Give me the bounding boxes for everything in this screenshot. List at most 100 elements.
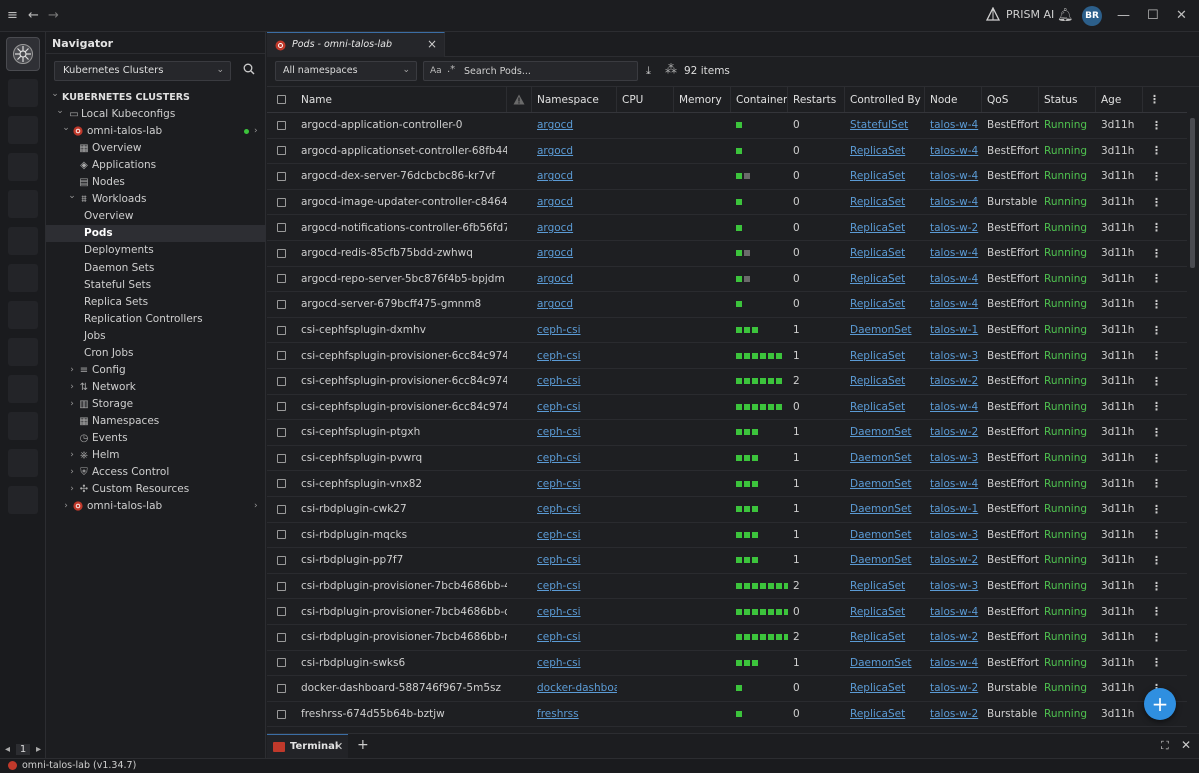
- tab-pods[interactable]: Pods - omni-talos-lab ×: [267, 32, 445, 57]
- row-checkbox[interactable]: [277, 574, 291, 599]
- row-menu-icon[interactable]: ⋮: [1151, 297, 1162, 311]
- pod-name[interactable]: docker-dashboard-588746f967-5m5sz: [301, 676, 507, 701]
- row-checkbox[interactable]: [277, 497, 291, 522]
- pod-name[interactable]: csi-rbdplugin-cwk27: [301, 497, 507, 522]
- pod-controlled-by[interactable]: DaemonSet: [850, 471, 925, 496]
- row-menu-icon[interactable]: ⋮: [1151, 477, 1162, 491]
- column-header-restarts[interactable]: Restarts: [793, 87, 845, 112]
- rail-slot[interactable]: [8, 375, 38, 403]
- table-row[interactable]: docker-dashboard-588746f967-5m5sz docker-…: [267, 676, 1187, 702]
- rail-slot[interactable]: [8, 301, 38, 329]
- pod-namespace[interactable]: argocd: [537, 113, 617, 138]
- table-row[interactable]: csi-cephfsplugin-vnx82 ceph-csi 1 DaemonSet…: [267, 471, 1187, 497]
- table-row[interactable]: csi-cephfsplugin-provisioner-6cc84c9744-…: [267, 395, 1187, 421]
- cluster-source-select[interactable]: Kubernetes Clusters ⌄: [54, 61, 231, 81]
- rail-slot[interactable]: [8, 79, 38, 107]
- menu-icon[interactable]: ≡: [7, 8, 18, 23]
- chevron-right-icon[interactable]: ›: [254, 501, 258, 512]
- controller-link[interactable]: ReplicaSet: [850, 298, 906, 311]
- pod-namespace[interactable]: ceph-csi: [537, 318, 617, 343]
- pod-node[interactable]: talos-w-3: [930, 343, 982, 368]
- table-row[interactable]: csi-cephfsplugin-dxmhv ceph-csi 1 DaemonSet…: [267, 318, 1187, 344]
- close-tab-icon[interactable]: ×: [427, 37, 438, 51]
- pod-name[interactable]: argocd-image-updater-controller-c8464449…: [301, 190, 507, 215]
- row-checkbox[interactable]: [277, 292, 291, 317]
- tab-terminal[interactable]: Terminal ✕: [267, 734, 348, 759]
- pod-name[interactable]: csi-rbdplugin-provisioner-7bcb4686bb-429…: [301, 574, 507, 599]
- table-row[interactable]: argocd-dex-server-76dcbcbc86-kr7vf argocd…: [267, 164, 1187, 190]
- row-menu-icon[interactable]: ⋮: [1151, 630, 1162, 644]
- row-menu-icon[interactable]: ⋮: [1151, 169, 1162, 183]
- pod-name[interactable]: csi-cephfsplugin-ptgxh: [301, 420, 507, 445]
- tree-item-namespaces[interactable]: ▦ Namespaces: [46, 413, 266, 430]
- row-menu-icon[interactable]: ⋮: [1151, 553, 1162, 567]
- pod-controlled-by[interactable]: ReplicaSet: [850, 215, 925, 240]
- controller-link[interactable]: DaemonSet: [850, 426, 912, 439]
- tree-item-nodes[interactable]: ▤ Nodes: [46, 174, 266, 191]
- notification-bell-icon[interactable]: 🔔︎: [1057, 8, 1074, 23]
- row-checkbox[interactable]: [277, 651, 291, 676]
- row-menu-icon[interactable]: ⋮: [1151, 195, 1162, 209]
- row-menu-icon[interactable]: ⋮: [1151, 118, 1162, 132]
- table-row[interactable]: csi-rbdplugin-mqcks ceph-csi 1 DaemonSet tal…: [267, 523, 1187, 549]
- pod-namespace[interactable]: ceph-csi: [537, 651, 617, 676]
- pod-node[interactable]: talos-w-4: [930, 267, 982, 292]
- pod-name[interactable]: argocd-applicationset-controller-68fb445…: [301, 139, 507, 164]
- pod-namespace[interactable]: argocd: [537, 267, 617, 292]
- namespace-link[interactable]: ceph-csi: [537, 631, 581, 644]
- download-icon[interactable]: ⤓: [646, 64, 651, 77]
- pod-node[interactable]: talos-w-4: [930, 113, 982, 138]
- pod-node[interactable]: talos-w-3: [930, 574, 982, 599]
- node-link[interactable]: talos-w-4: [930, 400, 979, 413]
- pod-controlled-by[interactable]: StatefulSet: [850, 113, 925, 138]
- row-checkbox[interactable]: [277, 190, 291, 215]
- pod-controlled-by[interactable]: ReplicaSet: [850, 676, 925, 701]
- controller-link[interactable]: ReplicaSet: [850, 170, 906, 183]
- row-checkbox[interactable]: [277, 599, 291, 624]
- node-link[interactable]: talos-w-4: [930, 144, 979, 157]
- pod-namespace[interactable]: ceph-csi: [537, 625, 617, 650]
- tree-item-local-kubeconfigs[interactable]: ⌄ ▭ Local Kubeconfigs: [46, 106, 266, 123]
- pod-node[interactable]: talos-w-2: [930, 702, 982, 727]
- row-menu-icon[interactable]: ⋮: [1151, 323, 1162, 337]
- tree-item-applications[interactable]: ◈ Applications: [46, 157, 266, 174]
- pod-node[interactable]: talos-w-4: [930, 651, 982, 676]
- row-menu-icon[interactable]: ⋮: [1151, 451, 1162, 465]
- chevron-right-icon[interactable]: ›: [70, 484, 74, 495]
- table-row[interactable]: argocd-application-controller-0 argocd 0 St…: [267, 113, 1187, 139]
- controller-link[interactable]: DaemonSet: [850, 324, 912, 337]
- node-link[interactable]: talos-w-2: [930, 375, 979, 388]
- pod-controlled-by[interactable]: ReplicaSet: [850, 702, 925, 727]
- table-row[interactable]: argocd-server-679bcff475-gmnm8 argocd 0 Rep…: [267, 292, 1187, 318]
- controller-link[interactable]: DaemonSet: [850, 554, 912, 567]
- table-row[interactable]: csi-rbdplugin-provisioner-7bcb4686bb-dgj…: [267, 599, 1187, 625]
- tree-item-workload-daemon-sets[interactable]: Daemon Sets: [46, 260, 266, 277]
- row-checkbox[interactable]: [277, 420, 291, 445]
- namespace-link[interactable]: docker-dashboar: [537, 682, 617, 695]
- namespace-link[interactable]: argocd: [537, 144, 574, 157]
- table-scrollbar[interactable]: [1190, 118, 1195, 268]
- controller-link[interactable]: ReplicaSet: [850, 349, 906, 362]
- pod-node[interactable]: talos-w-2: [930, 420, 982, 445]
- node-link[interactable]: talos-w-3: [930, 452, 979, 465]
- row-checkbox[interactable]: [277, 139, 291, 164]
- pod-namespace[interactable]: ceph-csi: [537, 343, 617, 368]
- controller-link[interactable]: ReplicaSet: [850, 247, 906, 260]
- chevron-right-icon[interactable]: ›: [70, 364, 74, 375]
- chevron-right-icon[interactable]: ›: [254, 126, 258, 137]
- table-row[interactable]: csi-rbdplugin-provisioner-7bcb4686bb-nzp…: [267, 625, 1187, 651]
- namespace-link[interactable]: ceph-csi: [537, 400, 581, 413]
- pod-controlled-by[interactable]: ReplicaSet: [850, 369, 925, 394]
- row-menu-icon[interactable]: ⋮: [1151, 374, 1162, 388]
- tree-item-config[interactable]: › ≡ Config: [46, 362, 266, 379]
- row-checkbox[interactable]: [277, 343, 291, 368]
- pod-name[interactable]: argocd-redis-85cfb75bdd-zwhwq: [301, 241, 507, 266]
- pager-next-icon[interactable]: ▸: [35, 743, 41, 755]
- chevron-down-icon[interactable]: ⌄: [68, 191, 76, 202]
- namespace-link[interactable]: ceph-csi: [537, 477, 581, 490]
- match-case-toggle[interactable]: Aa: [430, 66, 442, 76]
- row-checkbox[interactable]: [277, 523, 291, 548]
- namespace-link[interactable]: argocd: [537, 247, 574, 260]
- chevron-right-icon[interactable]: ›: [70, 381, 74, 392]
- pod-node[interactable]: talos-w-3: [930, 523, 982, 548]
